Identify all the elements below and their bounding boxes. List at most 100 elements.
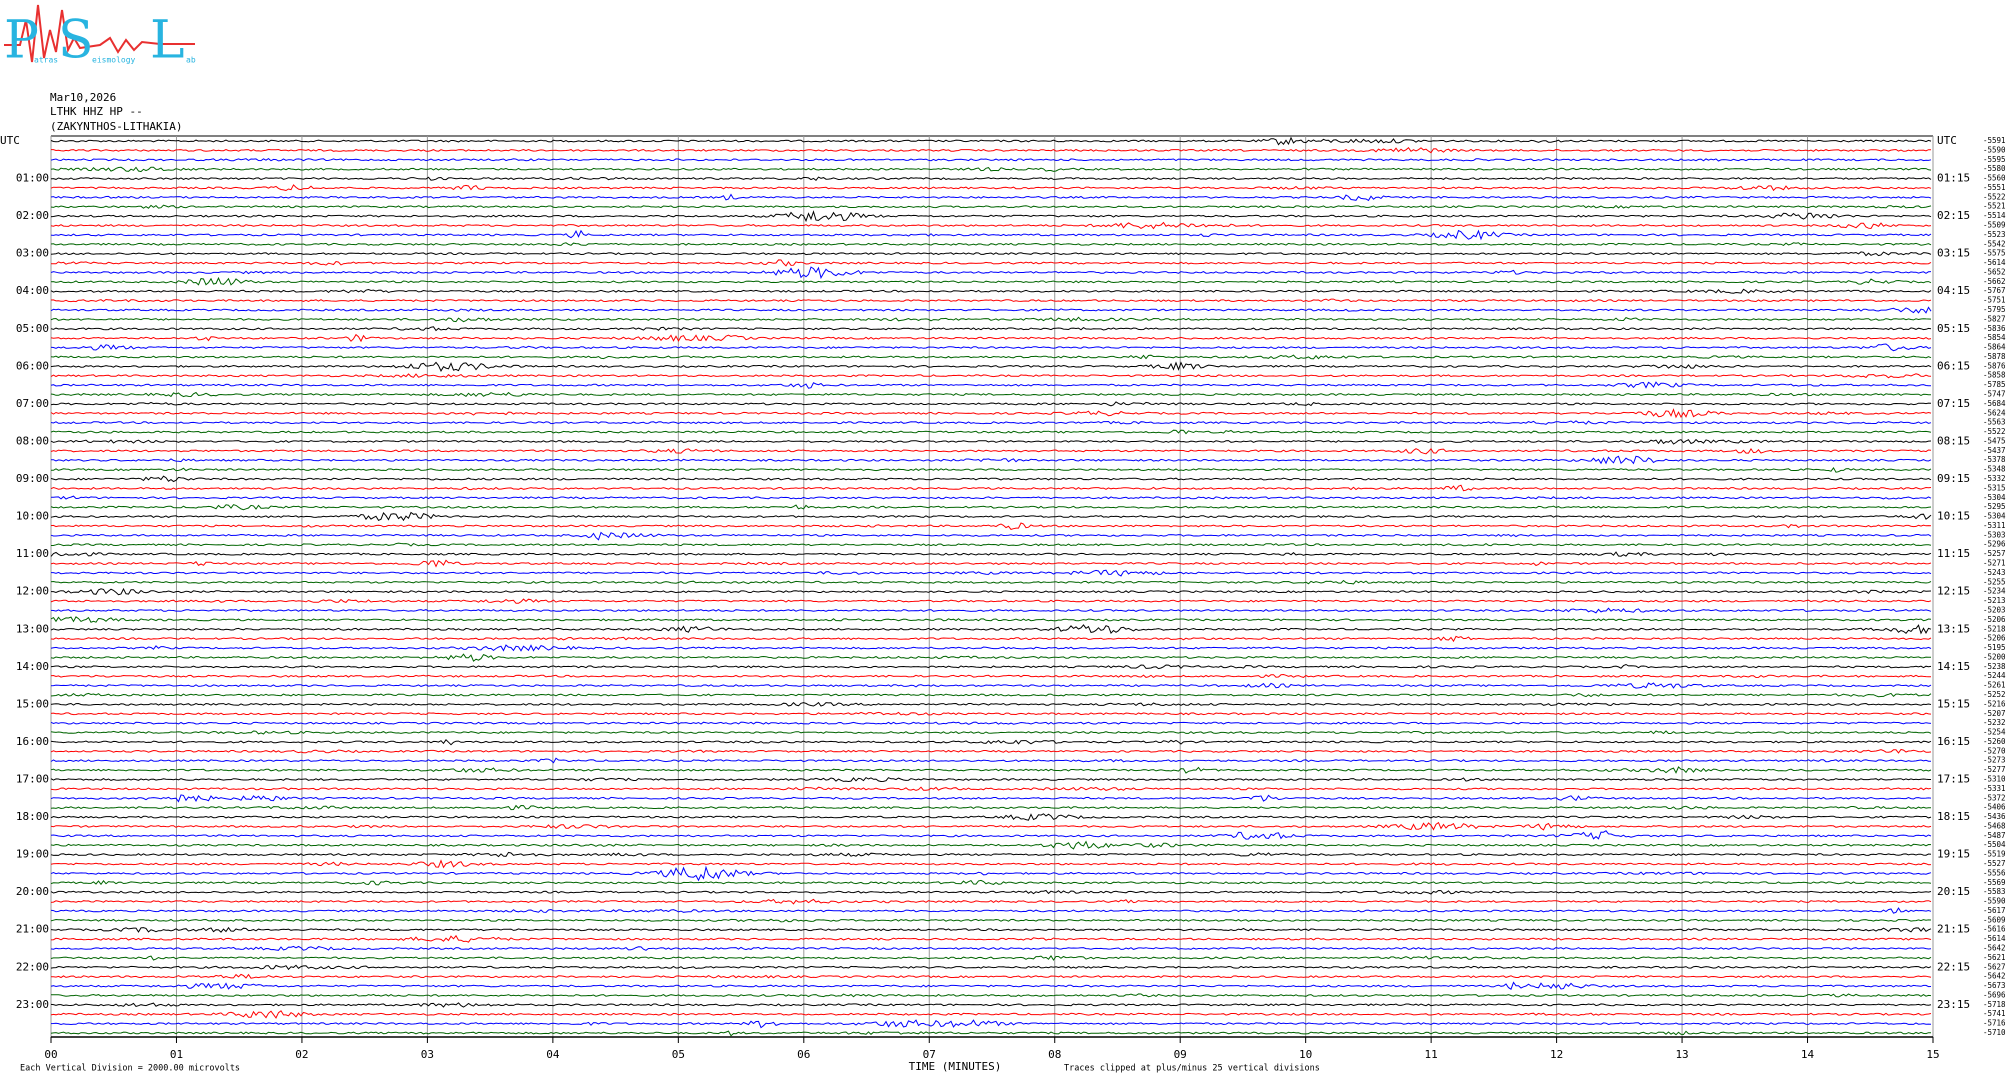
- trace: [50, 136, 1932, 146]
- trace: [50, 475, 1932, 483]
- trace: [51, 973, 1932, 979]
- offset-label: -5406: [1983, 803, 2006, 812]
- x-tick-label: 13: [1675, 1048, 1688, 1061]
- trace: [50, 813, 1932, 821]
- trace: [50, 266, 1932, 280]
- trace: [50, 616, 1932, 623]
- offset-label: -5795: [1983, 305, 2006, 314]
- offset-label: -5542: [1983, 239, 2006, 248]
- row-label-right: 22:15: [1937, 960, 1970, 973]
- trace: [51, 259, 1932, 267]
- trace: [50, 210, 1932, 223]
- x-tick-label: 14: [1801, 1048, 1815, 1061]
- trace: [50, 730, 1932, 735]
- offset-label: -5563: [1983, 418, 2006, 427]
- trace: [50, 993, 1932, 998]
- trace: [50, 673, 1932, 679]
- offset-label: -5254: [1983, 728, 2006, 737]
- offset-label: -5487: [1983, 831, 2006, 840]
- offset-label: -5627: [1983, 962, 2006, 971]
- offset-label: -5257: [1983, 549, 2006, 558]
- offset-label: -5785: [1983, 380, 2006, 389]
- offset-label: -5271: [1983, 559, 2006, 568]
- trace: [50, 466, 1932, 473]
- offset-label: -5590: [1983, 145, 2006, 154]
- offset-label: -5332: [1983, 474, 2006, 483]
- trace: [50, 889, 1932, 895]
- row-label-left: 05:00: [16, 322, 49, 335]
- row-label-left: 19:00: [16, 848, 49, 861]
- row-label-right: 18:15: [1937, 810, 1970, 823]
- offset-label: -5624: [1983, 408, 2006, 417]
- trace: [50, 288, 1932, 294]
- trace: [50, 1002, 1932, 1008]
- trace: [50, 701, 1932, 707]
- row-label-right: 04:15: [1937, 284, 1970, 297]
- offset-label: -5858: [1983, 371, 2006, 380]
- row-label-left: 12:00: [16, 585, 49, 598]
- offset-label: -5522: [1983, 192, 2006, 201]
- trace: [50, 504, 1932, 511]
- row-label-left: 14:00: [16, 660, 49, 673]
- trace: [50, 907, 1932, 914]
- traces: [50, 136, 1932, 1037]
- trace: [50, 757, 1931, 764]
- offset-label: -5378: [1983, 455, 2006, 464]
- row-label-right: 13:15: [1937, 622, 1970, 635]
- offset-label: -5270: [1983, 746, 2006, 755]
- trace: [50, 851, 1932, 858]
- trace: [51, 569, 1932, 577]
- trace: [50, 1010, 1932, 1019]
- row-label-left: 10:00: [16, 510, 49, 523]
- trace: [51, 542, 1932, 547]
- trace: [50, 635, 1932, 643]
- trace: [50, 559, 1932, 568]
- trace: [50, 607, 1932, 614]
- logo: P S L atras eismology ab: [4, 4, 196, 71]
- x-tick-label: 10: [1299, 1048, 1312, 1061]
- trace: [50, 193, 1932, 202]
- trace: [50, 176, 1932, 181]
- offset-label: -5614: [1983, 934, 2006, 943]
- trace: [50, 776, 1931, 783]
- trace: [50, 653, 1931, 662]
- offset-label: -5595: [1983, 155, 2006, 164]
- row-label-right: 23:15: [1937, 998, 1970, 1011]
- trace: [50, 381, 1932, 389]
- logo-letter: L: [150, 11, 185, 71]
- offset-label: -5195: [1983, 643, 2006, 652]
- offset-label: -5521: [1983, 202, 2006, 211]
- logo-letter: P: [4, 11, 39, 71]
- row-label-left: 17:00: [16, 772, 49, 785]
- trace: [50, 1019, 1932, 1029]
- offset-label: -5260: [1983, 737, 2006, 746]
- trace: [50, 401, 1932, 407]
- trace: [50, 859, 1932, 869]
- trace: [50, 692, 1932, 698]
- trace: [50, 879, 1932, 886]
- trace: [50, 229, 1932, 241]
- logo-word: eismology: [92, 56, 136, 65]
- row-label-left: 23:00: [16, 998, 49, 1011]
- row-label-right: 15:15: [1937, 697, 1970, 710]
- offset-label: -5213: [1983, 596, 2006, 605]
- x-tick-label: 07: [923, 1048, 936, 1061]
- offset-label: -5621: [1983, 953, 2006, 962]
- x-tick-label: 01: [170, 1048, 183, 1061]
- offset-label: -5575: [1983, 249, 2006, 258]
- x-tick-label: 12: [1550, 1048, 1563, 1061]
- row-label-left: 09:00: [16, 472, 49, 485]
- x-tick-label: 15: [1926, 1048, 1939, 1061]
- row-label-left: 04:00: [16, 284, 49, 297]
- offset-label: -5662: [1983, 277, 2006, 286]
- trace: [50, 438, 1932, 445]
- row-label-left: 20:00: [16, 885, 49, 898]
- title-line: LTHK HHZ HP --: [50, 105, 143, 118]
- offset-label: -5206: [1983, 634, 2006, 643]
- trace: [51, 146, 1931, 154]
- trace: [50, 711, 1932, 716]
- trace: [50, 786, 1932, 791]
- trace: [51, 587, 1932, 596]
- trace: [50, 579, 1932, 585]
